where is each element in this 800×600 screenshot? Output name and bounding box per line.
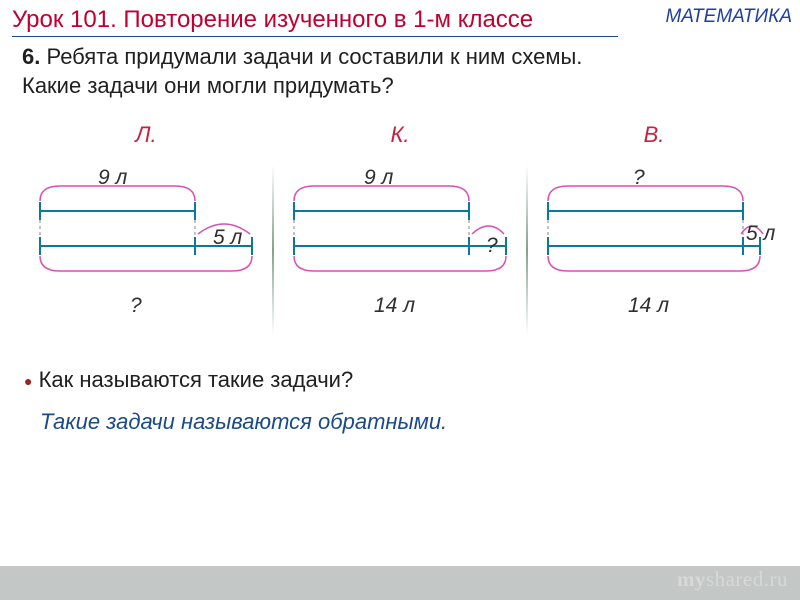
header: Урок 101. Повторение изученного в 1-м кл… bbox=[0, 0, 800, 37]
panel-k: К. 9 л ? 14 л bbox=[274, 122, 526, 347]
watermark-c: .ru bbox=[764, 567, 788, 591]
author-l: Л. bbox=[20, 122, 272, 148]
lesson-title: Урок 101. Повторение изученного в 1-м кл… bbox=[12, 6, 618, 37]
subject-label: МАТЕМАТИКА bbox=[665, 6, 792, 28]
label-v-top: ? bbox=[633, 166, 645, 190]
author-k: К. bbox=[274, 122, 526, 148]
watermark-a: my bbox=[677, 567, 706, 591]
watermark-b: shared bbox=[706, 567, 764, 591]
answer-text: Такие задачи называются обратными. bbox=[0, 393, 800, 435]
watermark: myshared.ru bbox=[677, 567, 788, 592]
question-text: Как называются такие задачи? bbox=[39, 367, 354, 392]
bullet-icon: ● bbox=[24, 373, 32, 389]
task-line-2: Какие задачи они могли придумать? bbox=[22, 73, 394, 98]
label-k-side: ? bbox=[486, 234, 498, 258]
label-k-top: 9 л bbox=[364, 166, 393, 190]
panel-l: Л. 9 л 5 л ? bbox=[20, 122, 272, 347]
label-l-side: 5 л bbox=[213, 226, 242, 250]
diagram-l bbox=[20, 156, 272, 286]
author-v: В. bbox=[528, 122, 780, 148]
question-line: ● Как называются такие задачи? bbox=[0, 347, 800, 393]
task-number: 6. bbox=[22, 44, 40, 69]
label-v-bottom: 14 л bbox=[628, 294, 669, 318]
label-k-bottom: 14 л bbox=[374, 294, 415, 318]
diagram-k bbox=[274, 156, 526, 286]
label-l-top: 9 л bbox=[98, 166, 127, 190]
diagram-v bbox=[528, 156, 780, 286]
label-l-bottom: ? bbox=[130, 294, 142, 318]
task-text: 6. Ребята придумали задачи и составили к… bbox=[0, 37, 800, 100]
task-line-1: Ребята придумали задачи и составили к ни… bbox=[46, 44, 582, 69]
label-v-side: 5 л bbox=[746, 222, 775, 246]
diagrams-row: Л. 9 л 5 л ? К. bbox=[0, 122, 800, 347]
panel-v: В. ? 5 л 14 л bbox=[528, 122, 780, 347]
